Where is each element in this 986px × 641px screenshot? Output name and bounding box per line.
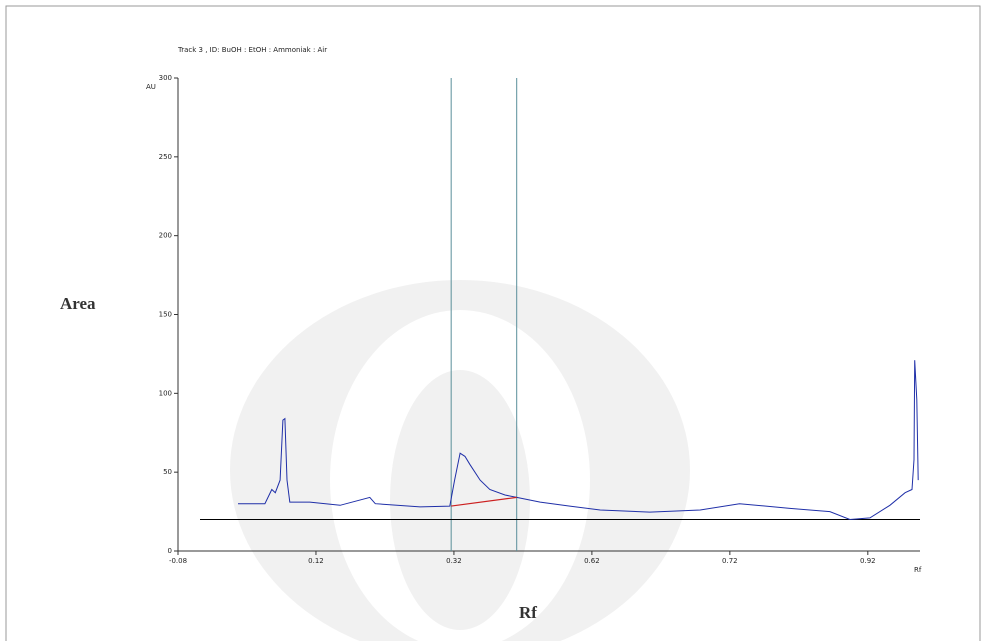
chart: Track 3 , ID: BuOH : EtOH : Ammoniak : A… [0,0,986,641]
watermark [230,280,690,641]
chart-title: Track 3 , ID: BuOH : EtOH : Ammoniak : A… [177,46,327,54]
y-axis-label: Area [60,294,96,313]
y-tick-label: 150 [159,311,172,319]
x-tick-label: 0.12 [308,557,324,565]
y-tick-label: 250 [159,153,172,161]
x-tick-label: 0.92 [860,557,876,565]
x-tick-label: 0.62 [584,557,600,565]
x-tick-label: 0.32 [446,557,462,565]
y-unit: AU [146,83,156,91]
x-tick-label: 0.72 [722,557,738,565]
x-axis-label: Rf [519,603,537,622]
y-tick-label: 0 [168,547,172,555]
y-tick-label: 100 [159,389,172,397]
y-tick-label: 50 [163,468,172,476]
y-tick-label: 300 [159,74,172,82]
x-tick-label: -0.08 [169,557,187,565]
x-unit: Rf [914,566,922,574]
y-tick-label: 200 [159,232,172,240]
